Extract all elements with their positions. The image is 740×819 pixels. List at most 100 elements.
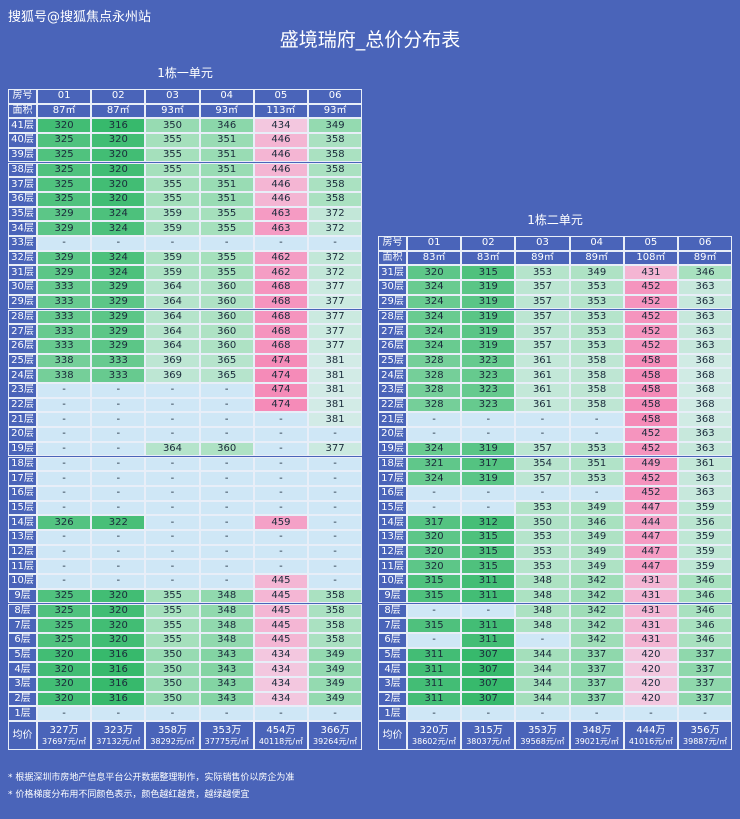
price-cell: 359 (678, 500, 733, 516)
unit-number: 01 (407, 236, 462, 251)
price-cell: 338 (37, 368, 92, 383)
price-cell: 333 (91, 368, 146, 383)
price-cell: - (37, 530, 92, 545)
price-cell: 353 (569, 309, 624, 325)
average-unit-price: 38037元/㎡ (466, 736, 511, 746)
price-cell: 328 (407, 383, 462, 398)
price-cell: 452 (623, 427, 678, 442)
average-total: 353万 (212, 724, 242, 736)
price-cell: 349 (308, 647, 363, 663)
price-cell: - (91, 427, 146, 442)
price-cell: 329 (91, 309, 146, 325)
price-cell: 329 (37, 221, 92, 236)
price-cell: - (37, 559, 92, 575)
price-cell: 355 (145, 191, 200, 207)
price-cell: 431 (623, 588, 678, 604)
price-cell: 368 (678, 368, 733, 383)
price-cell: 445 (253, 603, 308, 619)
price-cell: - (461, 500, 516, 516)
average-cell: 356万 39887元/㎡ (678, 721, 733, 751)
price-cell: 358 (308, 618, 363, 633)
price-cell: - (37, 236, 92, 251)
price-cell: - (199, 500, 254, 516)
price-cell: 325 (37, 162, 92, 178)
price-cell: 338 (37, 353, 92, 369)
price-cell: 319 (461, 280, 516, 295)
price-cell: - (199, 559, 254, 575)
price-cell: 319 (461, 471, 516, 486)
price-cell: 363 (678, 471, 733, 486)
average-total: 358万 (157, 724, 188, 736)
price-cell: - (37, 456, 92, 472)
price-cell: 452 (623, 294, 678, 310)
price-cell: 325 (37, 603, 92, 619)
price-cell: - (253, 456, 308, 472)
price-cell: 431 (623, 265, 678, 281)
price-cell: 381 (308, 412, 363, 428)
price-cell: - (407, 485, 462, 501)
area: 87㎡ (91, 103, 146, 119)
price-cell: 431 (623, 574, 678, 589)
unit-number: 05 (253, 89, 308, 104)
average-cell: 315万 38037元/㎡ (461, 721, 516, 751)
price-cell: - (569, 706, 624, 722)
price-cell: 377 (308, 338, 363, 354)
price-cell: 319 (461, 324, 516, 339)
price-cell: 323 (461, 397, 516, 413)
price-cell: - (308, 515, 363, 530)
price-cell: - (91, 706, 146, 722)
price-cell: 359 (678, 544, 733, 560)
floor-label: 23层 (378, 383, 407, 398)
price-cell: - (253, 441, 308, 457)
price-cell: 355 (199, 250, 254, 266)
price-cell: 346 (678, 632, 733, 648)
unit-number: 01 (37, 89, 92, 104)
price-cell: - (91, 397, 146, 413)
price-cell: 452 (623, 280, 678, 295)
price-cell: - (407, 632, 462, 648)
price-cell: 357 (515, 324, 570, 339)
price-cell: 363 (678, 294, 733, 310)
price-cell: 355 (145, 162, 200, 178)
price-cell: 420 (623, 691, 678, 707)
price-cell: 355 (145, 177, 200, 192)
price-cell: 349 (569, 559, 624, 575)
price-cell: - (199, 383, 254, 398)
price-cell: 377 (308, 309, 363, 325)
price-cell: 337 (569, 691, 624, 707)
price-cell: - (199, 397, 254, 413)
price-cell: 358 (308, 603, 363, 619)
price-cell: 328 (407, 368, 462, 383)
price-cell: - (253, 500, 308, 516)
price-cell: 353 (515, 500, 570, 516)
price-cell: 353 (515, 265, 570, 281)
price-cell: 445 (253, 618, 308, 633)
price-cell: 325 (37, 177, 92, 192)
floor-label: 13层 (378, 530, 407, 545)
price-cell: - (199, 706, 254, 722)
average-total: 315万 (473, 724, 503, 736)
price-cell: - (253, 559, 308, 575)
price-cell: 348 (199, 588, 254, 604)
average-total: 348万 (582, 724, 612, 736)
average-unit-price: 40118元/㎡ (258, 736, 303, 746)
price-cell: - (91, 544, 146, 560)
price-cell: 353 (569, 324, 624, 339)
price-cell: 445 (253, 574, 308, 589)
average-total: 356万 (690, 724, 720, 736)
price-cell: - (253, 706, 308, 722)
price-cell: 350 (145, 662, 200, 677)
price-cell: 337 (569, 677, 624, 692)
average-unit-price: 39568元/㎡ (520, 736, 565, 746)
price-cell: 324 (407, 294, 462, 310)
price-cell: 311 (461, 574, 516, 589)
price-cell: - (569, 412, 624, 428)
price-cell: - (145, 574, 200, 589)
price-cell: 458 (623, 353, 678, 369)
price-cell: 360 (199, 294, 254, 310)
price-cell: 349 (569, 530, 624, 545)
price-cell: - (253, 236, 308, 251)
price-cell: - (253, 485, 308, 501)
area: 113㎡ (253, 103, 308, 119)
floor-label: 41层 (8, 118, 37, 134)
